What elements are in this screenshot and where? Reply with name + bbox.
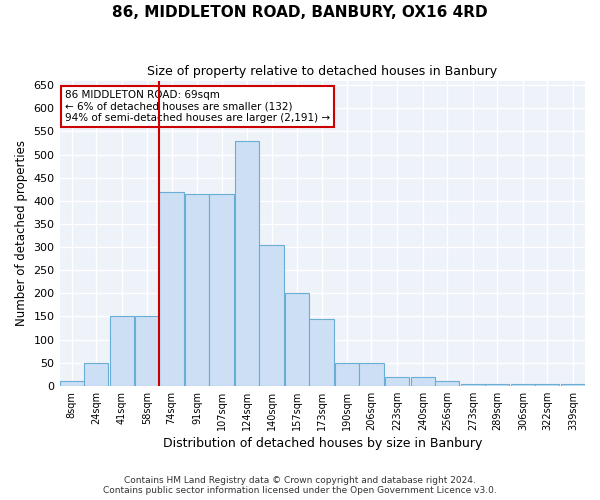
Bar xyxy=(209,194,233,386)
Bar xyxy=(185,194,209,386)
Bar xyxy=(511,384,535,386)
Bar xyxy=(110,316,134,386)
Bar xyxy=(310,319,334,386)
Text: Contains HM Land Registry data © Crown copyright and database right 2024.
Contai: Contains HM Land Registry data © Crown c… xyxy=(103,476,497,495)
Text: 86 MIDDLETON ROAD: 69sqm
← 6% of detached houses are smaller (132)
94% of semi-d: 86 MIDDLETON ROAD: 69sqm ← 6% of detache… xyxy=(65,90,330,123)
Bar xyxy=(135,316,160,386)
X-axis label: Distribution of detached houses by size in Banbury: Distribution of detached houses by size … xyxy=(163,437,482,450)
Text: 86, MIDDLETON ROAD, BANBURY, OX16 4RD: 86, MIDDLETON ROAD, BANBURY, OX16 4RD xyxy=(112,5,488,20)
Bar xyxy=(84,362,108,386)
Bar xyxy=(485,384,509,386)
Bar xyxy=(359,362,383,386)
Bar xyxy=(411,376,435,386)
Bar xyxy=(385,376,409,386)
Title: Size of property relative to detached houses in Banbury: Size of property relative to detached ho… xyxy=(147,65,497,78)
Bar xyxy=(59,381,84,386)
Bar xyxy=(435,381,460,386)
Bar xyxy=(535,384,559,386)
Bar xyxy=(259,245,284,386)
Bar xyxy=(461,384,485,386)
Bar xyxy=(160,192,184,386)
Bar xyxy=(335,362,359,386)
Bar xyxy=(235,140,259,386)
Bar xyxy=(285,294,310,386)
Y-axis label: Number of detached properties: Number of detached properties xyxy=(15,140,28,326)
Bar xyxy=(561,384,585,386)
